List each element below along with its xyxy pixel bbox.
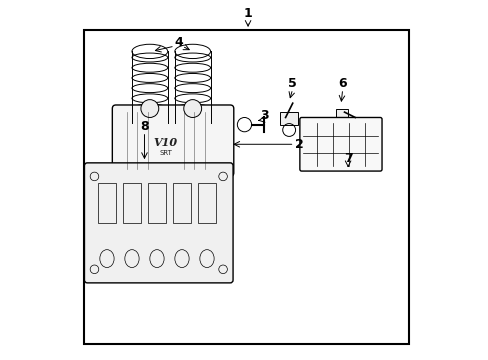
Bar bbox=[335, 109, 347, 117]
Text: 5: 5 bbox=[288, 77, 297, 90]
Bar bbox=[123, 183, 141, 223]
Bar bbox=[198, 183, 216, 223]
FancyBboxPatch shape bbox=[299, 117, 381, 171]
Text: 8: 8 bbox=[140, 120, 148, 133]
Bar bbox=[280, 112, 298, 125]
Text: 3: 3 bbox=[259, 109, 268, 122]
FancyBboxPatch shape bbox=[112, 105, 233, 176]
Bar bbox=[98, 183, 116, 223]
Circle shape bbox=[141, 100, 159, 117]
Text: 6: 6 bbox=[338, 77, 346, 90]
Text: 4: 4 bbox=[174, 36, 183, 49]
Bar bbox=[83, 30, 408, 344]
Text: 1: 1 bbox=[243, 8, 252, 21]
Text: V10: V10 bbox=[154, 137, 178, 148]
Bar bbox=[173, 183, 190, 223]
Text: 7: 7 bbox=[343, 152, 352, 165]
Bar bbox=[148, 183, 165, 223]
Text: 2: 2 bbox=[295, 138, 304, 151]
Circle shape bbox=[183, 100, 201, 117]
Text: SRT: SRT bbox=[159, 150, 172, 156]
FancyBboxPatch shape bbox=[84, 163, 233, 283]
